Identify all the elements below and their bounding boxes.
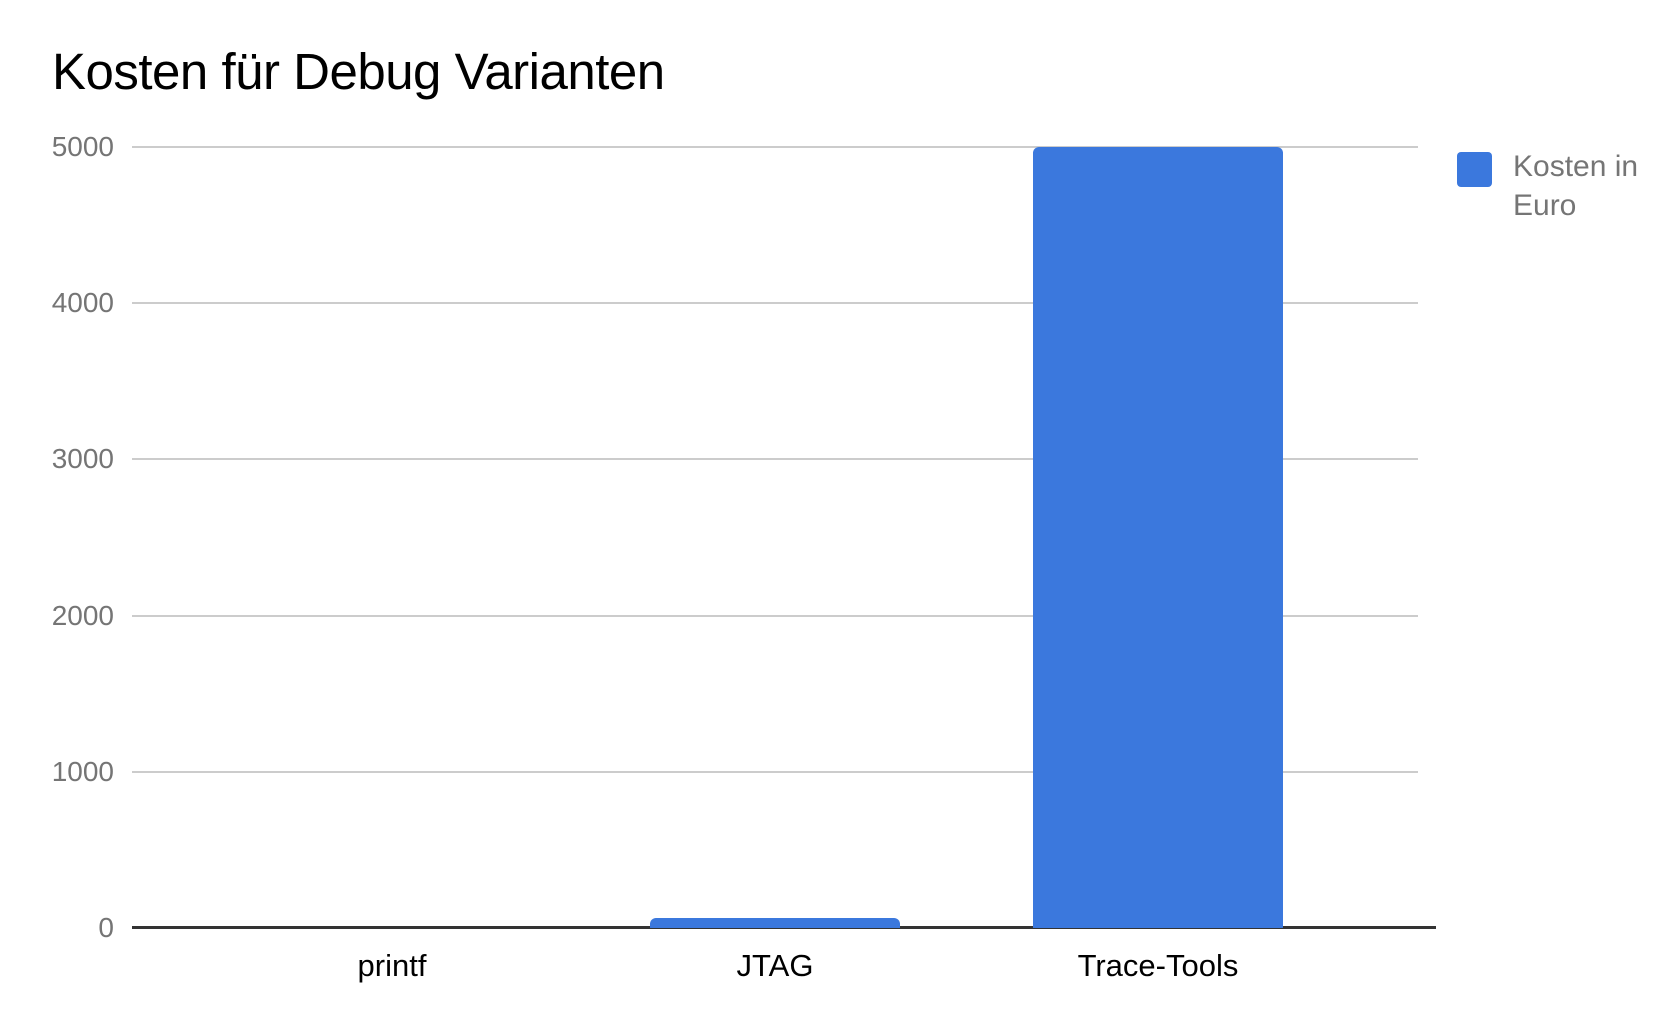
y-tick-label-0: 0 — [98, 912, 114, 943]
gridline-2000 — [132, 614, 1418, 617]
bar-trace-tools — [1032, 147, 1283, 928]
y-tick-label-4000: 4000 — [51, 287, 114, 319]
gridline-1000 — [132, 770, 1418, 773]
chart-title: Kosten für Debug Varianten — [52, 43, 665, 100]
y-tick-label-5000: 5000 — [51, 131, 114, 162]
y-tick-label-2000: 2000 — [51, 599, 114, 631]
y-tick-label-1000: 1000 — [51, 755, 114, 787]
legend-label: Kosten in Euro — [1513, 150, 1639, 222]
bar-jtag — [650, 918, 900, 928]
x-category-label-trace-tools: Trace-Tools — [1077, 948, 1239, 983]
x-category-label-jtag: JTAG — [736, 948, 814, 983]
gridline-4000 — [132, 302, 1418, 305]
gridline-5000 — [132, 146, 1418, 148]
gridline-3000 — [132, 458, 1418, 461]
x-category-label-printf: printf — [357, 948, 427, 983]
y-tick-label-3000: 3000 — [51, 443, 114, 475]
legend-swatch — [1457, 152, 1492, 187]
plot-area: 0 1000 2000 3000 4000 5000 printf JTAG Trace-Too… — [52, 132, 1436, 983]
